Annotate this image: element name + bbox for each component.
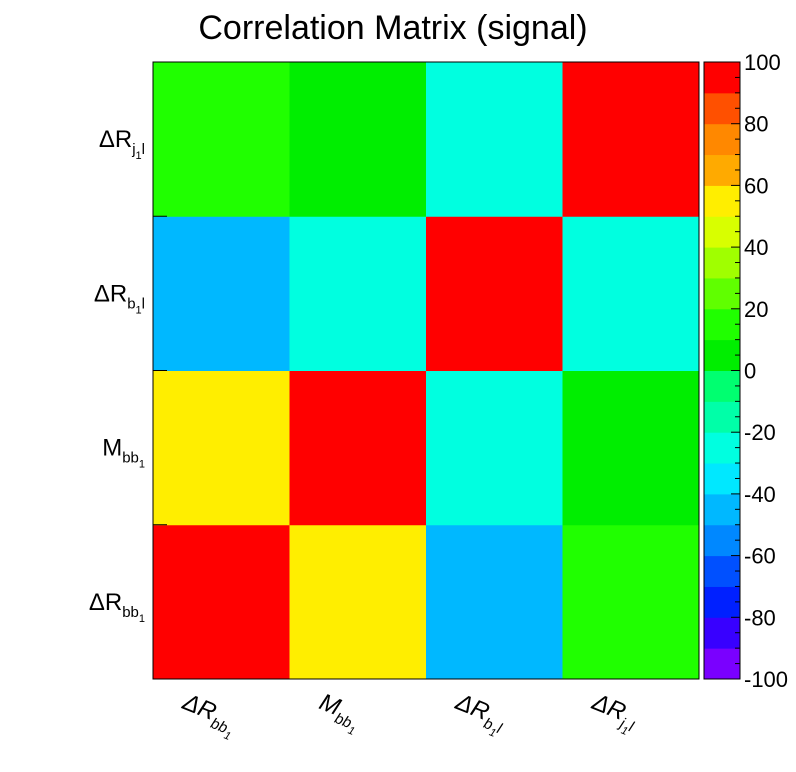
y-tick-label-dR_j1l: ΔRj1l [99, 126, 145, 162]
colorbar-band [704, 463, 740, 495]
y-tick-label-dR_b1l-tail: l [142, 295, 145, 312]
heatmap-cell-M_bb1-M_bb1 [289, 370, 427, 526]
y-tick-label-dR_bb1-sub: bb [122, 604, 139, 621]
y-tick-label-dR_b1l: ΔRb1l [94, 280, 145, 316]
heatmap-cell-M_bb1-dR_b1l [289, 216, 427, 371]
x-tick-label-dR_bb1-sub: bb [208, 715, 230, 737]
x-tick-label-M_bb1-sub: bb [332, 710, 354, 732]
x-tick-label-dR_j1l-sub: j [616, 714, 628, 732]
colorbar-band [704, 617, 740, 649]
heatmap-cell-dR_bb1-dR_bb1 [153, 524, 290, 680]
y-tick-label-M_bb1-sub: bb [122, 450, 139, 467]
x-tick-label-dR_j1l: ΔRj1l [584, 688, 642, 739]
x-tick-label-group-dR_b1l: ΔRb1l [448, 688, 511, 741]
heatmap-cell-dR_b1l-dR_bb1 [426, 524, 563, 680]
colorbar-band [704, 247, 740, 279]
colorbar-tick-label: 100 [744, 50, 781, 75]
colorbar-band [704, 62, 740, 94]
colorbar-band [704, 154, 740, 186]
colorbar-tick-label: -100 [744, 667, 788, 692]
chart-title: Correlation Matrix (signal) [198, 9, 587, 47]
colorbar-tick-label: 0 [744, 359, 756, 384]
heatmap-cell-dR_j1l-dR_j1l [562, 62, 700, 217]
colorbar-band [704, 524, 740, 557]
heatmap-cell-M_bb1-dR_bb1 [289, 524, 427, 680]
y-tick-label-dR_bb1-main: ΔR [89, 589, 122, 616]
colorbar-band [704, 555, 740, 587]
y-tick-label-dR_j1l-subsub: 1 [136, 150, 142, 162]
x-tick-label-group-dR_bb1: ΔRbb1 [175, 688, 242, 743]
y-tick-label-dR_bb1: ΔRbb1 [89, 589, 145, 625]
x-tick-label-group-dR_j1l: ΔRj1l [584, 688, 642, 739]
colorbar-tick-label: -80 [744, 605, 776, 630]
colorbar-band [704, 92, 740, 125]
heatmap-cell-dR_bb1-dR_j1l [153, 62, 290, 217]
heatmap-cell-dR_bb1-dR_b1l [153, 216, 290, 371]
colorbar-band [704, 401, 740, 433]
colorbar-band [704, 339, 740, 371]
x-tick-label-dR_b1l-subsub: 1 [487, 726, 497, 739]
y-tick-label-dR_bb1-subsub: 1 [139, 613, 145, 625]
y-tick-label-M_bb1: Mbb1 [102, 435, 145, 471]
heatmap-cell-dR_b1l-dR_b1l [426, 216, 563, 371]
x-tick-label-M_bb1-subsub: 1 [346, 725, 356, 738]
colorbar-band [704, 493, 740, 526]
y-tick-label-dR_j1l-main: ΔR [99, 126, 132, 153]
colorbar-band [704, 586, 740, 618]
colorbar-tick-label: 60 [744, 173, 768, 198]
x-tick-label-dR_b1l: ΔRb1l [448, 688, 511, 741]
colorbar-tick-label: -60 [744, 544, 776, 569]
x-tick-label-dR_j1l-subsub: 1 [619, 725, 629, 738]
x-tick-label-dR_bb1: ΔRbb1 [175, 688, 242, 743]
y-tick-label-dR_b1l-subsub: 1 [136, 304, 142, 316]
colorbar-tick-label: 40 [744, 235, 768, 260]
y-tick-label-dR_j1l-tail: l [142, 141, 145, 158]
y-tick-label-dR_b1l-sub: b [127, 295, 135, 312]
y-tick-label-M_bb1-subsub: 1 [139, 459, 145, 471]
colorbar-tick-label: 80 [744, 112, 768, 137]
colorbar-band [704, 123, 740, 156]
colorbar-band [704, 277, 740, 310]
x-tick-label-dR_bb1-subsub: 1 [222, 730, 232, 743]
colorbar-band [704, 370, 740, 402]
heatmap-cell-dR_bb1-M_bb1 [153, 370, 290, 526]
y-tick-label-M_bb1-main: M [102, 435, 122, 462]
heatmap-cell-dR_b1l-M_bb1 [426, 370, 563, 526]
heatmap-cell-dR_b1l-dR_j1l [426, 62, 563, 217]
colorbar-band [704, 308, 740, 341]
x-tick-label-group-M_bb1: Mbb1 [312, 689, 365, 738]
y-tick-label-dR_j1l-sub: j [131, 141, 135, 158]
y-tick-label-dR_b1l-main: ΔR [94, 280, 127, 307]
x-tick-label-M_bb1: Mbb1 [312, 689, 365, 738]
colorbar-band [704, 432, 740, 464]
x-tick-label-dR_j1l-tail: l [626, 719, 636, 736]
heatmap-cell-dR_j1l-dR_b1l [562, 216, 700, 371]
colorbar-tick-label: 20 [744, 297, 768, 322]
colorbar-band [704, 648, 740, 680]
heatmap-cell-dR_j1l-M_bb1 [562, 370, 700, 526]
heatmap-cell-M_bb1-dR_j1l [289, 62, 427, 217]
colorbar-tick-label: -20 [744, 420, 776, 445]
colorbar-tick-label: -40 [744, 482, 776, 507]
x-tick-label-dR_b1l-tail: l [495, 720, 505, 737]
heatmap-cell-dR_j1l-dR_bb1 [562, 524, 700, 680]
colorbar-band [704, 185, 740, 217]
colorbar-band [704, 216, 740, 248]
